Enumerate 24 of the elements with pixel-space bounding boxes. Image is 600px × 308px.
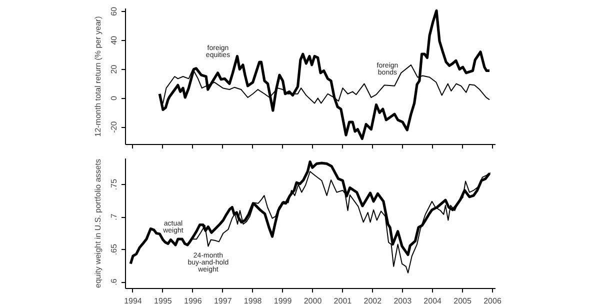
y-tick-label: .65	[110, 243, 118, 256]
x-tick-label: 1995	[154, 296, 172, 306]
x-tick-label: 1998	[244, 296, 262, 306]
x-tick-label: 2001	[334, 296, 352, 306]
y-tick-label: -20	[110, 120, 118, 133]
y-tick-label: 0	[110, 95, 118, 100]
x-tick-label: 2002	[364, 296, 382, 306]
x-tick-label: 2003	[394, 296, 412, 306]
y-tick-label: 60	[110, 6, 118, 16]
y-tick-label: .75	[110, 178, 118, 190]
x-tick-label: 2004	[424, 296, 442, 306]
x-tick-label: 2005	[454, 296, 472, 306]
x-tick-label: 1994	[124, 296, 142, 306]
y-axis-title: 12-month total return (% per year)	[94, 16, 102, 137]
y-tick-label: 20	[110, 64, 118, 74]
x-tick-label: 1996	[184, 296, 202, 306]
x-tick-label: 2000	[304, 296, 322, 306]
y-axis-title: equity weight in U.S. portfolio assets	[94, 159, 102, 288]
x-tick-label: 1997	[214, 296, 232, 306]
y-tick-label: .7	[110, 213, 118, 220]
y-tick-label: .6	[110, 278, 118, 286]
x-tick-label: 2006	[484, 296, 502, 306]
x-tick-label: 1999	[274, 296, 292, 306]
y-tick-label: 40	[110, 35, 118, 45]
